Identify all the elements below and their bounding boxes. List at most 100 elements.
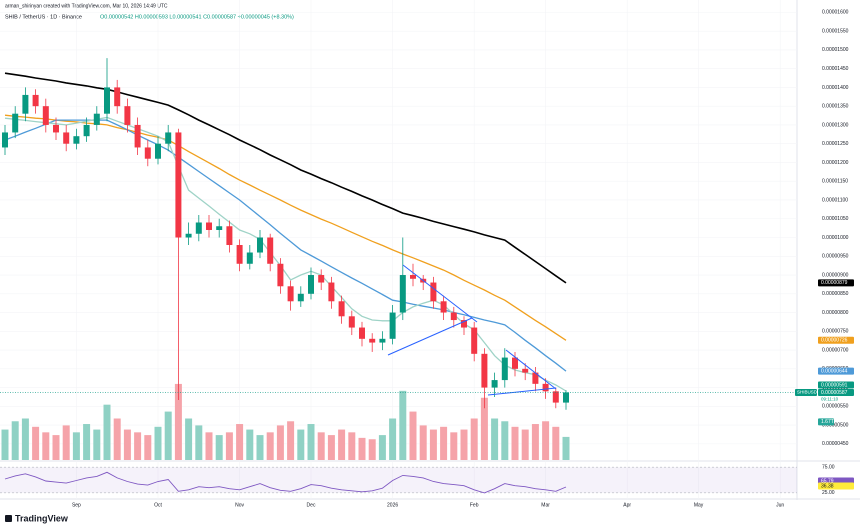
rsi-tick-label: 75.00: [822, 464, 835, 470]
candle-body: [410, 275, 416, 279]
volume-bar: [440, 426, 448, 460]
y-tick-label: 0.00000850: [822, 291, 849, 297]
candle-body: [552, 391, 559, 403]
volume-bar: [389, 418, 397, 460]
candle-body: [124, 106, 131, 125]
x-tick-label: Dec: [307, 502, 316, 508]
volume-bar: [358, 437, 366, 460]
volume-bar: [470, 418, 478, 460]
y-tick-label: 0.00001350: [822, 104, 849, 110]
volume-bar: [52, 435, 60, 460]
volume-bar: [521, 429, 529, 460]
y-tick-label: 0.00000950: [822, 254, 849, 260]
candle-body: [267, 237, 274, 264]
candle-body: [430, 282, 437, 302]
price-badge: [818, 388, 854, 396]
candle-body: [542, 383, 549, 392]
volume-bar: [123, 429, 131, 460]
candle-body: [501, 357, 508, 381]
price-badges: 0.00000879 0.00000726 0.00000644 0.00000591…: [0, 279, 854, 490]
countdown: 09:11:10: [821, 397, 839, 402]
y-tick-label: 0.00001500: [822, 47, 849, 53]
candle-body: [399, 275, 406, 313]
volume-bar: [21, 418, 29, 460]
y-tick-label: 0.00000550: [822, 404, 849, 410]
price-badge-label: 36.38: [821, 483, 834, 489]
candle-body: [318, 275, 325, 283]
volume-bar: [409, 411, 417, 460]
volume-bar: [399, 390, 407, 460]
trend-line: [505, 349, 557, 390]
volume-bar: [276, 425, 284, 460]
y-tick-label: 0.00001550: [822, 28, 849, 34]
candle-body: [12, 113, 19, 133]
candle-body: [461, 320, 467, 328]
price-badge: [818, 418, 834, 426]
candle-body: [338, 301, 345, 317]
candle-body: [369, 338, 376, 343]
candle-body: [287, 286, 294, 302]
trend-line: [387, 317, 473, 356]
volume-bar: [531, 424, 539, 460]
candle-body: [216, 226, 223, 230]
x-tick-label: Sep: [72, 502, 81, 508]
candle-body: [246, 252, 253, 264]
candle-body: [522, 368, 529, 373]
volume-bar: [480, 397, 488, 460]
volume-bar: [460, 429, 468, 460]
volume-bar: [72, 432, 80, 460]
volume-bar: [42, 432, 50, 460]
volume-bar: [491, 418, 499, 460]
candle-body: [308, 275, 314, 294]
x-tick-label: Oct: [154, 502, 162, 508]
candle-body: [471, 327, 478, 354]
volume-bar: [205, 432, 213, 460]
volume-bar: [83, 424, 91, 460]
y-tick-label: 0.00000900: [822, 272, 849, 278]
candle-body: [297, 293, 304, 302]
y-tick-label: 0.00000500: [822, 422, 849, 428]
price-badge-label: 1.67T: [821, 419, 834, 425]
candle-body: [32, 94, 39, 107]
volume-bar: [450, 432, 458, 460]
volume-bar: [225, 432, 233, 460]
y-tick-label: 0.00001150: [822, 179, 848, 185]
volume-bar: [266, 432, 274, 460]
candles: [2, 58, 569, 410]
candle-body: [83, 124, 90, 137]
x-tick-label: Jun: [776, 502, 784, 508]
volume-bar: [256, 435, 264, 460]
candle-body: [114, 87, 121, 107]
price-badge-label: 0.00000726: [821, 338, 848, 344]
x-tick-label: Nov: [235, 502, 244, 508]
rsi-pane: [0, 466, 797, 494]
price-badge-label: 0.00000587: [821, 390, 848, 396]
candle-body: [104, 87, 110, 114]
logo: [5, 515, 12, 522]
candle-body: [206, 222, 212, 230]
candle-body: [379, 338, 386, 343]
candle-body: [512, 357, 518, 369]
y-tick-label: 0.00000700: [822, 347, 849, 353]
candle-body: [185, 233, 192, 238]
candle-body: [22, 94, 29, 114]
y-tick-label: 0.00000800: [822, 310, 849, 316]
volume-bar: [246, 429, 254, 460]
volume-bar: [174, 383, 182, 460]
candle-body: [440, 301, 447, 313]
price-badge-label: 0.00000879: [821, 280, 848, 286]
volume-bar: [154, 426, 162, 460]
volume-bar: [501, 421, 509, 460]
trend-line: [487, 387, 557, 396]
volume-bar: [338, 429, 346, 460]
y-tick-label: 0.00001050: [822, 216, 849, 222]
candle-body: [359, 327, 365, 339]
chart-title: SHIB / TetherUS · 1D · Binance: [5, 14, 82, 20]
y-tick-label: 0.00001300: [822, 122, 849, 128]
volume-bar: [307, 424, 315, 460]
candle-body: [134, 124, 141, 148]
candle-body: [73, 136, 80, 144]
candle-body: [277, 263, 284, 287]
trend-line: [402, 264, 478, 323]
